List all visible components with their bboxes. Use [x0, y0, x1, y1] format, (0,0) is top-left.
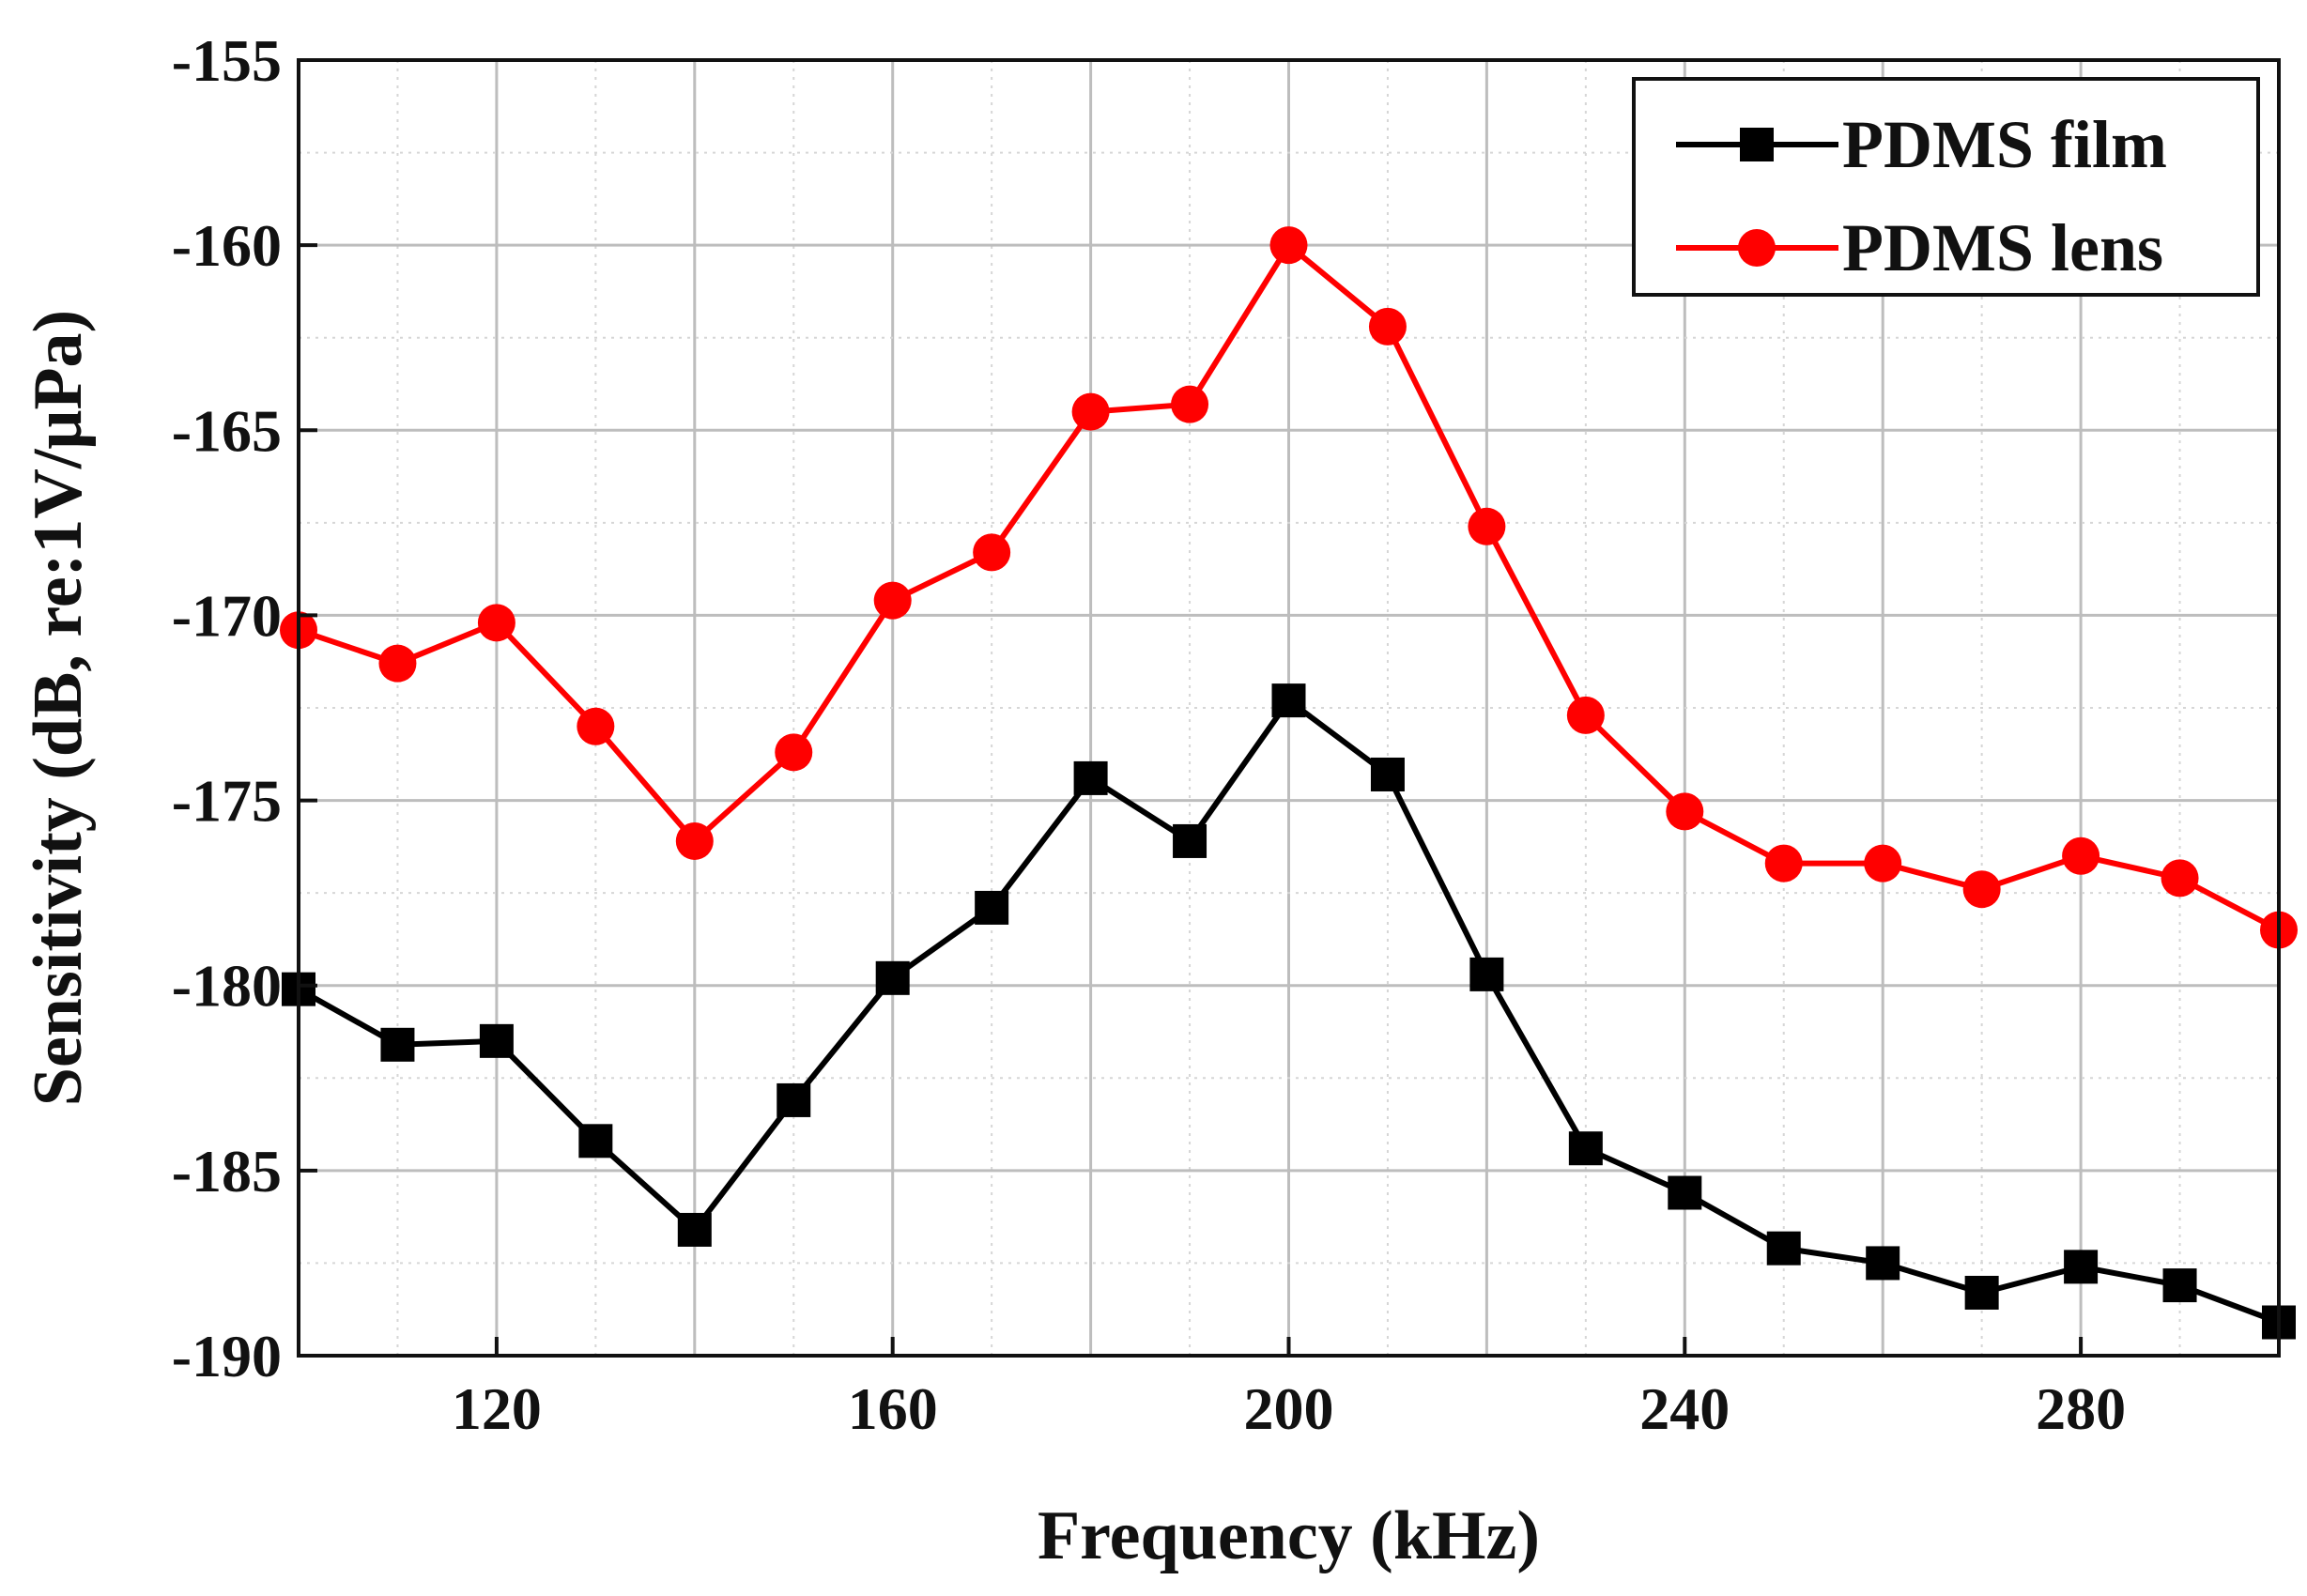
x-tick-label: 200 [1244, 1375, 1334, 1442]
data-point [1766, 1231, 1801, 1266]
data-point [975, 890, 1009, 925]
legend-marker [1740, 128, 1774, 161]
data-point [2161, 859, 2199, 898]
x-ticks: 120 160 200 240 280 [452, 1337, 2126, 1442]
series-layer [280, 226, 2298, 1340]
y-tick-label: -155 [172, 27, 282, 94]
data-point [1271, 683, 1306, 718]
data-point [378, 644, 417, 683]
x-tick-label: 240 [1639, 1375, 1730, 1442]
y-tick-label: -170 [172, 582, 282, 649]
series-pdms-lens [280, 226, 2298, 949]
legend-box [1632, 77, 2260, 297]
data-point [2062, 836, 2100, 875]
data-point [973, 533, 1011, 572]
data-point [2162, 1268, 2197, 1303]
y-tick-label: -175 [172, 768, 282, 835]
data-point [1962, 870, 2001, 909]
data-point [777, 1082, 811, 1117]
data-point [1173, 823, 1207, 858]
legend-items: PDMS film PDMS lens [1676, 107, 2167, 285]
data-point [1668, 1175, 1702, 1210]
data-point [1666, 792, 1704, 831]
data-point [1368, 307, 1407, 345]
x-tick-label: 160 [848, 1375, 938, 1442]
data-point [1370, 757, 1405, 791]
data-point [577, 707, 615, 745]
data-point [1566, 696, 1605, 734]
legend-item: PDMS film [1676, 107, 2167, 182]
data-point [677, 1212, 712, 1247]
data-point [477, 604, 515, 642]
data-point [2064, 1250, 2099, 1284]
y-tick-label: -180 [172, 953, 282, 1020]
legend-label: PDMS film [1842, 107, 2167, 182]
y-tick-label: -190 [172, 1323, 282, 1389]
data-point [1568, 1131, 1603, 1166]
data-point [1764, 844, 1803, 882]
data-point [1269, 226, 1308, 265]
data-point [775, 733, 813, 772]
data-point [873, 581, 912, 620]
data-point [479, 1023, 514, 1058]
data-point [578, 1124, 613, 1159]
data-point [1866, 1246, 1900, 1281]
y-ticks: -190 -185 -180 -175 -170 -165 -160 -155 [172, 27, 317, 1389]
data-point [1469, 957, 1504, 991]
data-point [1468, 507, 1506, 545]
legend-item: PDMS lens [1676, 210, 2163, 285]
data-point [1073, 760, 1108, 795]
x-tick-label: 120 [452, 1375, 542, 1442]
data-point [380, 1027, 415, 1062]
legend-marker [1738, 229, 1776, 267]
y-tick-label: -160 [172, 212, 282, 279]
data-point [1071, 392, 1110, 431]
data-point [1964, 1275, 1999, 1310]
x-axis-title: Frequency (kHz) [1038, 1497, 1540, 1574]
x-tick-label: 280 [2036, 1375, 2126, 1442]
legend: PDMS film PDMS lens [1632, 77, 2260, 297]
y-tick-label: -185 [172, 1138, 282, 1205]
data-point [875, 960, 910, 995]
data-point [1864, 844, 1902, 882]
legend-label: PDMS lens [1842, 210, 2163, 285]
y-axis-title: Sensitivity (dB, re:1V/μPa) [20, 310, 97, 1106]
y-tick-label: -165 [172, 397, 282, 464]
data-point [675, 821, 714, 860]
data-point [1171, 385, 1209, 423]
